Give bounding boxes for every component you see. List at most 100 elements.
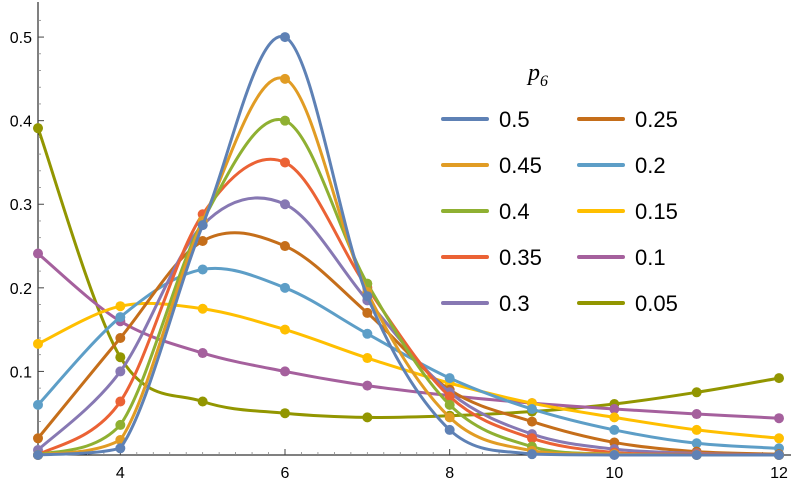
series-0.5 bbox=[33, 32, 784, 460]
y-tick-label: 0.5 bbox=[10, 30, 32, 47]
data-point bbox=[362, 380, 373, 391]
legend-label: 0.45 bbox=[499, 153, 542, 178]
data-point bbox=[280, 199, 290, 210]
data-point bbox=[774, 413, 784, 424]
legend-label: 0.5 bbox=[499, 107, 530, 132]
data-point bbox=[197, 396, 208, 407]
legend-label: 0.3 bbox=[499, 291, 530, 316]
data-point bbox=[774, 450, 784, 460]
series-line bbox=[36, 117, 781, 457]
data-point bbox=[444, 373, 455, 384]
data-point bbox=[362, 353, 373, 364]
series-line bbox=[36, 196, 781, 457]
legend-item-0.45: 0.45 bbox=[441, 153, 542, 178]
legend-item-0.4: 0.4 bbox=[441, 199, 530, 224]
legend-item-0.25: 0.25 bbox=[577, 107, 678, 132]
x-tick-label: 12 bbox=[770, 465, 788, 482]
data-point bbox=[33, 450, 43, 460]
series-0.3 bbox=[33, 196, 784, 460]
data-point bbox=[362, 307, 373, 318]
legend-label: 0.2 bbox=[635, 153, 666, 178]
data-point bbox=[280, 32, 290, 43]
data-point bbox=[115, 366, 126, 377]
legend-label: 0.35 bbox=[499, 245, 542, 270]
data-point bbox=[115, 352, 126, 363]
data-point bbox=[362, 291, 373, 302]
data-point bbox=[197, 236, 208, 247]
data-point bbox=[115, 301, 126, 312]
legend-item-0.1: 0.1 bbox=[577, 245, 666, 270]
data-point bbox=[527, 449, 537, 460]
data-point bbox=[197, 303, 208, 314]
x-tick-label: 8 bbox=[445, 465, 454, 482]
data-point bbox=[197, 220, 208, 231]
data-point bbox=[115, 419, 126, 430]
legend-item-0.05: 0.05 bbox=[577, 291, 678, 316]
y-tick-label: 0.1 bbox=[10, 364, 32, 381]
legend: p6 0.5 0.45 0.4 0.35 0.3 0.25 0.2 0.15 0.1 0.05 bbox=[441, 60, 678, 316]
y-tick-label: 0.4 bbox=[10, 114, 32, 131]
data-point bbox=[33, 399, 43, 410]
data-point bbox=[280, 115, 290, 126]
series-line bbox=[36, 76, 781, 457]
data-point bbox=[33, 123, 43, 134]
data-point bbox=[280, 73, 290, 84]
data-point bbox=[444, 424, 455, 435]
legend-item-0.15: 0.15 bbox=[577, 199, 678, 224]
data-point bbox=[444, 399, 455, 410]
data-point bbox=[33, 338, 43, 349]
data-point bbox=[197, 348, 208, 359]
x-tick-label: 4 bbox=[116, 465, 125, 482]
data-point bbox=[609, 412, 620, 423]
data-point bbox=[527, 404, 537, 415]
data-point bbox=[115, 443, 126, 454]
data-point bbox=[691, 387, 702, 398]
data-point bbox=[774, 433, 784, 444]
data-point bbox=[527, 433, 537, 444]
series-0.4 bbox=[33, 115, 784, 460]
x-tick-label: 10 bbox=[605, 465, 623, 482]
data-point bbox=[33, 248, 43, 259]
legend-item-0.2: 0.2 bbox=[577, 153, 666, 178]
data-point bbox=[609, 404, 620, 415]
data-point bbox=[33, 433, 43, 444]
data-point bbox=[444, 412, 455, 423]
axes: 4 6 8 10 12 0.1 0.2 0.3 0.4 0.5 bbox=[10, 2, 791, 482]
series-line bbox=[36, 252, 781, 420]
y-tick-label: 0.2 bbox=[10, 281, 32, 298]
data-point bbox=[691, 409, 702, 420]
legend-label: 0.05 bbox=[635, 291, 678, 316]
legend-item-0.5: 0.5 bbox=[441, 107, 530, 132]
series-0.2 bbox=[33, 264, 784, 454]
data-point bbox=[362, 328, 373, 339]
data-point bbox=[115, 312, 126, 323]
y-tick-label: 0.3 bbox=[10, 197, 32, 214]
data-point bbox=[280, 366, 290, 377]
data-point bbox=[280, 241, 290, 252]
x-tick-label: 6 bbox=[281, 465, 290, 482]
data-point bbox=[774, 373, 784, 384]
series-line bbox=[36, 34, 781, 457]
legend-label: 0.1 bbox=[635, 245, 666, 270]
legend-label: 0.15 bbox=[635, 199, 678, 224]
plot-area bbox=[33, 32, 784, 460]
data-point bbox=[280, 324, 290, 335]
data-point bbox=[197, 264, 208, 275]
legend-item-0.3: 0.3 bbox=[441, 291, 530, 316]
data-point bbox=[280, 282, 290, 293]
data-point bbox=[280, 408, 290, 419]
data-point bbox=[691, 424, 702, 435]
data-point bbox=[691, 438, 702, 449]
data-point bbox=[609, 450, 620, 460]
data-point bbox=[362, 412, 373, 423]
legend-title: p6 bbox=[526, 60, 548, 90]
legend-label: 0.25 bbox=[635, 107, 678, 132]
data-point bbox=[444, 391, 455, 402]
data-point bbox=[691, 450, 702, 460]
data-point bbox=[280, 157, 290, 168]
data-point bbox=[609, 424, 620, 435]
legend-item-0.35: 0.35 bbox=[441, 245, 542, 270]
data-point bbox=[527, 416, 537, 427]
legend-label: 0.4 bbox=[499, 199, 530, 224]
